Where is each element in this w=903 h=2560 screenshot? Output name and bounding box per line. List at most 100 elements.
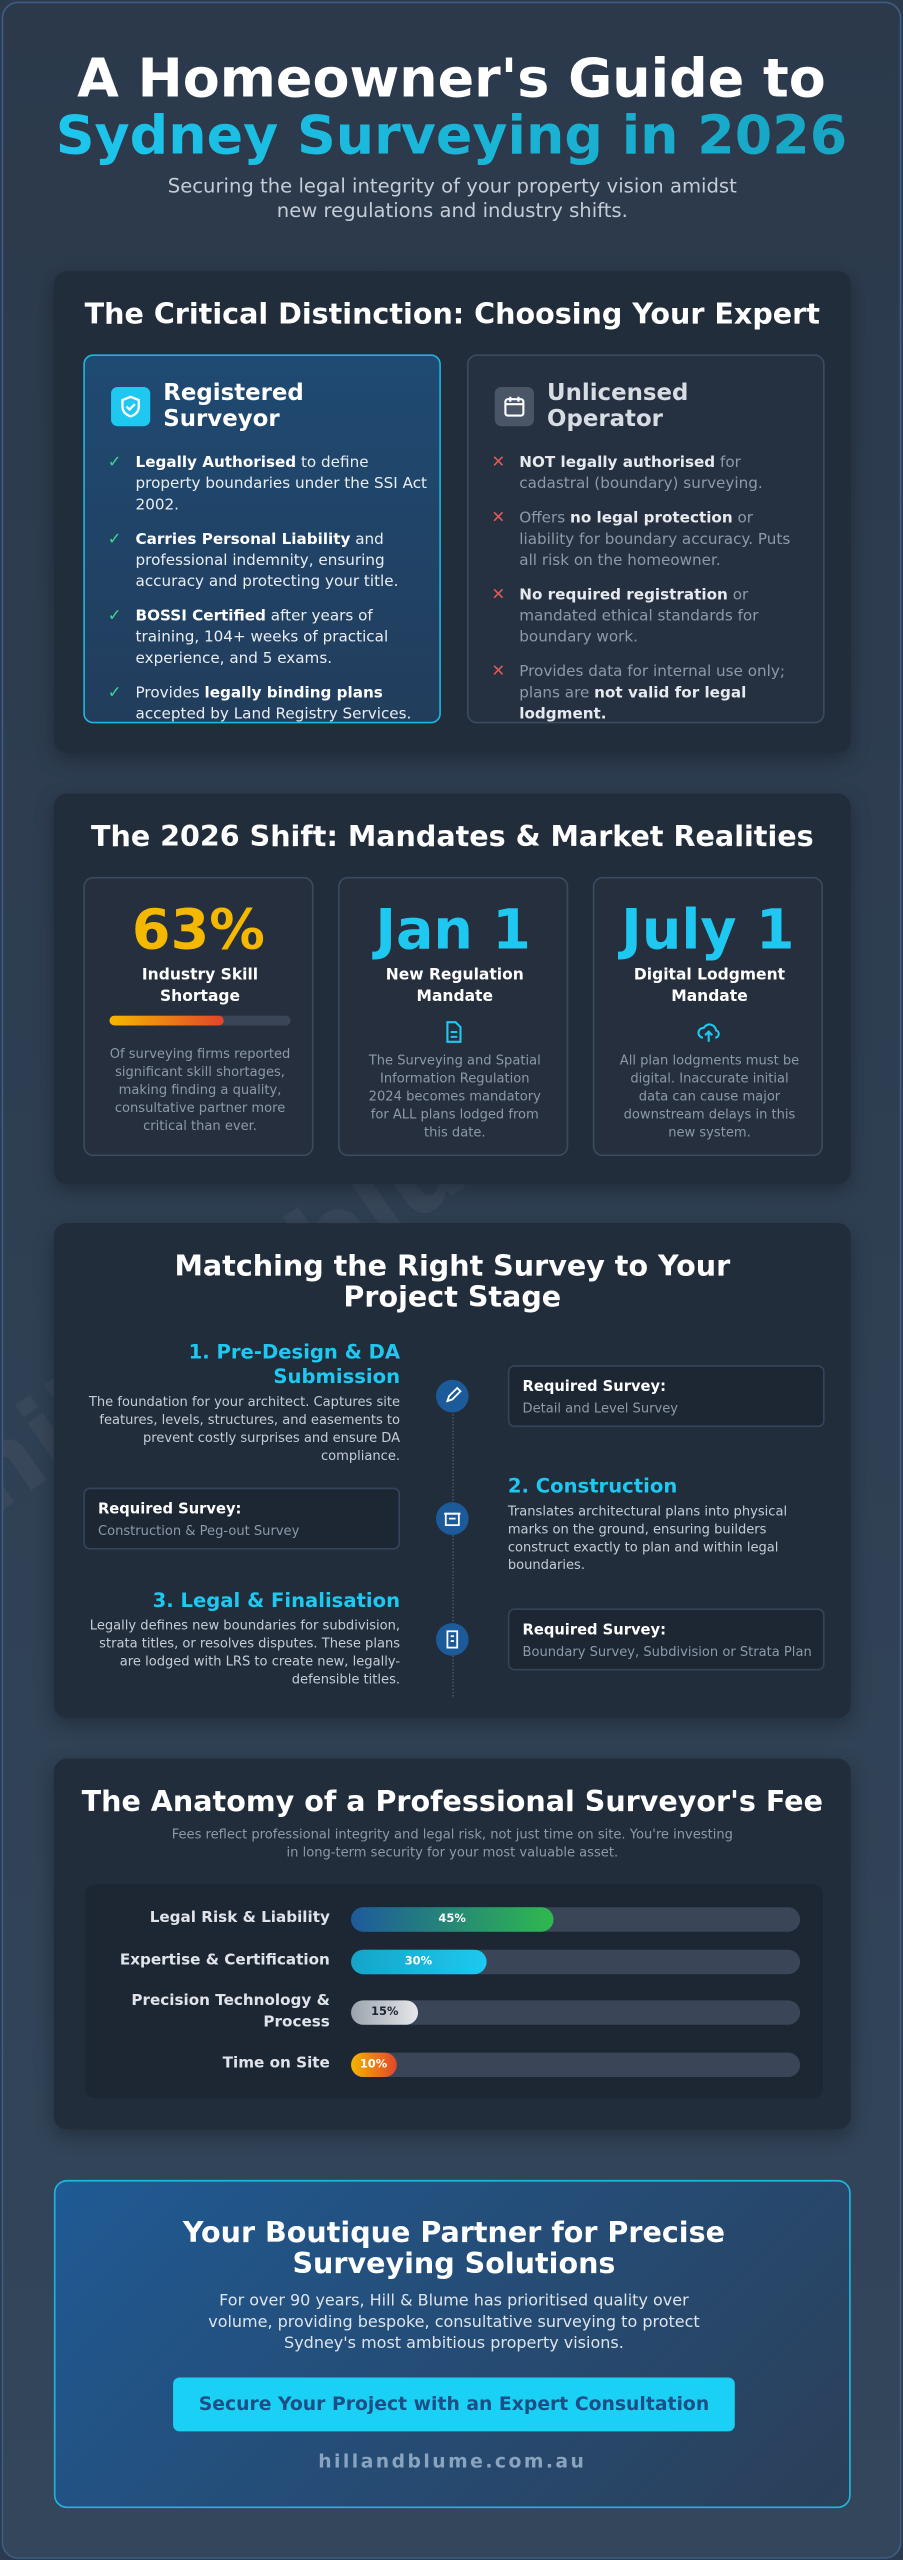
- fee-label: Time on Site: [222, 2054, 330, 2073]
- item-strong: Carries Personal Liability: [135, 530, 351, 549]
- stage-title: 1. Pre-Design & DA Submission: [188, 1340, 401, 1388]
- unlicensed-card: Unlicensed Operator ✕ NOT legally authori…: [467, 354, 825, 724]
- timeline: [452, 1386, 454, 1697]
- cta-title: Your Boutique Partner for Precise Survey…: [182, 2217, 725, 2282]
- feature-item: ✕ NOT legally authorised for cadastral (b…: [492, 452, 812, 494]
- stage-icon: [435, 1623, 469, 1656]
- fee-value-label: 45%: [438, 1911, 466, 1925]
- section-subtitle: Fees reflect professional integrity and …: [171, 1827, 733, 1860]
- section-title: The Anatomy of a Professional Surveyor's…: [81, 1786, 823, 1820]
- fee-label: Expertise & Certification: [119, 1951, 330, 1970]
- feature-item: ✕ Offers no legal protection or liability…: [492, 508, 812, 572]
- item-plain: Provides data for internal use only; pla…: [519, 662, 785, 703]
- item-marker: ✓: [107, 607, 122, 626]
- card-title: Registered Surveyor: [163, 380, 304, 433]
- item-plain: to define property boundaries under the …: [135, 453, 428, 515]
- fee-track: 45%: [351, 1906, 801, 1931]
- survey-name: Construction & Peg-out Survey: [97, 1523, 300, 1539]
- stat-value: Jan 1: [375, 898, 531, 964]
- stat-label: Digital Lodgment Mandate: [633, 966, 786, 1006]
- item-plain: or liability for boundary accuracy. Puts…: [519, 509, 791, 570]
- item-text: Offers no legal protection or liability …: [519, 508, 811, 572]
- item-text: Carries Personal Liability and professio…: [136, 529, 428, 593]
- survey-label: Required Survey:: [522, 1379, 666, 1397]
- survey-box: Required Survey: Detail and Level Survey: [507, 1365, 825, 1428]
- stage-text: Translates architectural plans into phys…: [507, 1503, 788, 1573]
- stat-text: Of surveying firms reported significant …: [109, 1046, 291, 1134]
- feature-item: ✓ Carries Personal Liability and professi…: [108, 529, 428, 593]
- fee-value-label: 30%: [404, 1953, 433, 1967]
- stat-label: New Regulation Mandate: [385, 966, 524, 1006]
- fee-bar: 45%: [351, 1906, 554, 1931]
- section-title: Matching the Right Survey to Your Projec…: [174, 1250, 731, 1315]
- survey-label: Required Survey:: [97, 1502, 242, 1519]
- feature-list: ✕ NOT legally authorised for cadastral (b…: [492, 452, 812, 738]
- fee-track: 10%: [351, 2051, 801, 2077]
- item-plain: for cadastral (boundary) surveying.: [519, 453, 763, 494]
- item-marker: ✕: [491, 509, 506, 528]
- item-plain: Provides: [135, 684, 205, 703]
- survey-box: Required Survey: Construction & Peg-out S…: [83, 1487, 401, 1550]
- fee-bar: 10%: [351, 2051, 396, 2077]
- item-strong: Legally Authorised: [135, 453, 297, 472]
- stage-text: The foundation for your architect. Captu…: [88, 1394, 401, 1464]
- fee-track: 15%: [351, 1999, 801, 2024]
- stat-text: All plan lodgments must be digital. Inac…: [619, 1053, 800, 1140]
- item-plain: or mandated ethical standards for bounda…: [519, 586, 759, 647]
- fee-track: 30%: [351, 1948, 801, 1974]
- section-title: The Critical Distinction: Choosing Your …: [84, 298, 820, 332]
- stage-icon: [435, 1502, 469, 1535]
- card-icon: [696, 1019, 722, 1045]
- distinction-section: The Critical Distinction: Choosing Your …: [53, 271, 851, 753]
- feature-item: ✓ Legally Authorised to define property b…: [108, 452, 428, 516]
- card-icon: [441, 1019, 467, 1045]
- section-title: The 2026 Shift: Mandates & Market Realit…: [90, 821, 814, 855]
- stage-glyph: [444, 1512, 461, 1527]
- stat-card: Jan 1 New Regulation Mandate The Surveying…: [338, 876, 569, 1157]
- stat-value: July 1: [621, 898, 795, 964]
- feature-item: ✓ Provides legally binding plans accepted…: [108, 683, 428, 725]
- item-plain: accepted by Land Registry Services.: [135, 705, 412, 724]
- title-line1: A Homeowner's Guide to: [77, 45, 826, 110]
- upload-glyph: [697, 1023, 720, 1042]
- survey-name: Detail and Level Survey: [522, 1401, 678, 1416]
- fee-chart: Legal Risk & Liability 45% Expertise & Cer…: [84, 1884, 823, 2099]
- feature-item: ✓ BOSSI Certified after years of training…: [108, 606, 428, 670]
- progress-bar: [109, 1015, 224, 1026]
- stage-glyph: [445, 1386, 462, 1403]
- stage-text: Legally defines new boundaries for subdi…: [89, 1618, 401, 1687]
- item-plain: after years of training, 104+ weeks of p…: [135, 607, 389, 668]
- stat-text: The Surveying and Spatial Information Re…: [368, 1053, 541, 1140]
- item-marker: ✓: [107, 530, 122, 549]
- item-marker: ✕: [491, 662, 506, 681]
- item-text: NOT legally authorised for cadastral (bo…: [519, 452, 811, 494]
- stages-section: Matching the Right Survey to Your Projec…: [53, 1223, 851, 1718]
- cta-button[interactable]: Secure Your Project with an Expert Consu…: [173, 2377, 735, 2432]
- item-plain: Offers: [519, 509, 571, 528]
- cta-section: Your Boutique Partner for Precise Survey…: [53, 2179, 851, 2509]
- fees-section: The Anatomy of a Professional Surveyor's…: [53, 1758, 851, 2130]
- feature-item: ✕ No required registration or mandated et…: [492, 585, 812, 649]
- stage-glyph: [446, 1630, 459, 1649]
- fee-label: Precision Technology & Process: [131, 1992, 330, 2032]
- item-strong: BOSSI Certified: [135, 607, 266, 626]
- calendar-glyph: [504, 396, 525, 417]
- item-text: Provides legally binding plans accepted …: [136, 683, 428, 725]
- item-plain: and professional indemnity, ensuring acc…: [135, 530, 399, 592]
- stage-icon: [435, 1379, 469, 1413]
- item-marker: ✕: [491, 453, 506, 472]
- title-line2: Sydney Surveying in 2026: [3, 104, 899, 167]
- stat-value: 63%: [131, 898, 265, 964]
- fee-bar: 15%: [351, 1999, 419, 2024]
- website-url: hillandblume.com.au: [318, 2449, 587, 2473]
- feature-list: ✓ Legally Authorised to define property b…: [108, 452, 428, 738]
- item-strong: no legal protection: [570, 509, 733, 528]
- calendar-icon: [494, 386, 534, 427]
- item-text: Provides data for internal use only; pla…: [519, 661, 811, 725]
- item-marker: ✓: [107, 684, 122, 703]
- registered-card: Registered Surveyor ✓ Legally Authorised …: [83, 354, 441, 724]
- shield-glyph: [121, 395, 140, 418]
- progress-track: [109, 1015, 291, 1026]
